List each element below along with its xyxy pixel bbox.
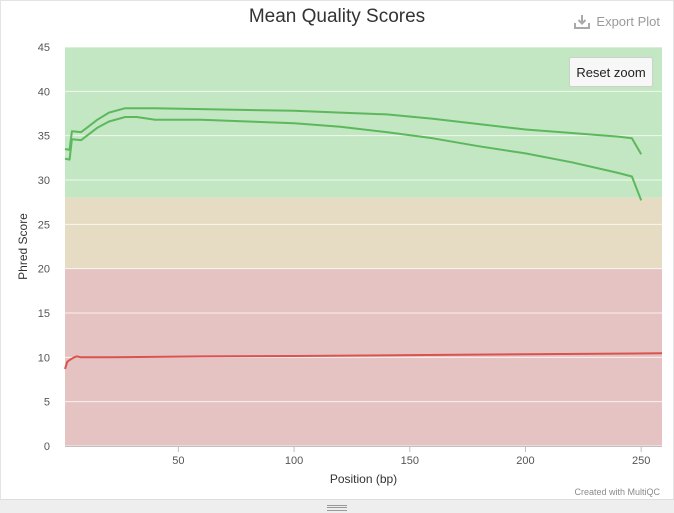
- y-axis-label: Phred Score: [16, 213, 30, 280]
- y-tick-label-3: 15: [38, 308, 50, 320]
- y-tick-label-7: 35: [38, 131, 50, 143]
- plot-band-0: [65, 47, 662, 198]
- credit-text: Created with MultiQC: [574, 487, 660, 497]
- y-tick-label-2: 10: [38, 352, 50, 364]
- reset-zoom-button[interactable]: Reset zoom: [569, 57, 653, 87]
- export-plot-label: Export Plot: [596, 14, 660, 29]
- x-tick-label-4: 250: [632, 455, 650, 467]
- download-icon: [574, 14, 591, 29]
- y-tick-label-8: 40: [38, 86, 50, 98]
- x-tick-label-2: 150: [401, 455, 419, 467]
- x-axis-label: Position (bp): [330, 472, 397, 486]
- grip-icon: [327, 505, 347, 511]
- series-line-0: [64, 107, 643, 155]
- series-line-2: [64, 352, 663, 370]
- x-tick-label-0: 50: [172, 455, 184, 467]
- chart-title: Mean Quality Scores: [248, 6, 426, 27]
- x-tick-label-1: 100: [285, 455, 303, 467]
- plot-band-1: [65, 197, 662, 269]
- quality-plot: 0 5 10 15 20 25 30 35 40 45 50 100 150 200 250 Position…: [16, 42, 663, 486]
- series-line-1: [64, 116, 643, 201]
- x-tick-label-3: 200: [516, 455, 534, 467]
- y-tick-label-0: 0: [44, 441, 50, 453]
- export-plot-button[interactable]: Export Plot: [574, 14, 660, 29]
- y-tick-label-5: 25: [38, 219, 50, 231]
- resize-handle[interactable]: [0, 499, 674, 513]
- y-tick-label-6: 30: [38, 175, 50, 187]
- y-tick-label-1: 5: [44, 397, 50, 409]
- y-tick-label-9: 45: [38, 42, 50, 54]
- y-tick-label-4: 20: [38, 264, 50, 276]
